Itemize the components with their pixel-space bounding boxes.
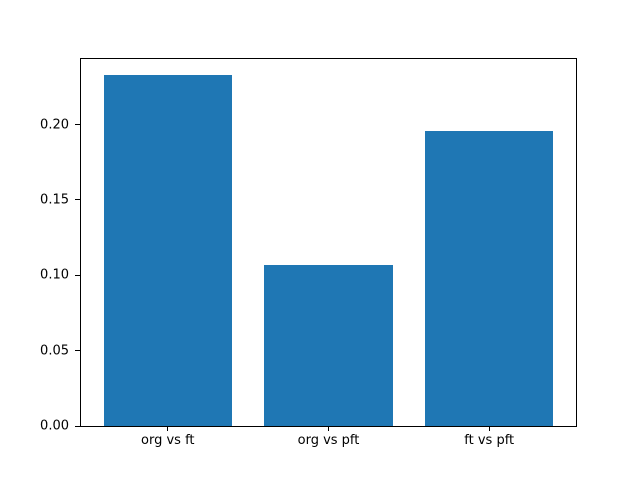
bar-ft-vs-pft <box>424 130 554 426</box>
y-axis-tick <box>75 124 80 126</box>
plot-area: org vs ft org vs pft ft vs pft 0.00 0.05 0.10… <box>40 58 577 447</box>
y-tick-label: 0.20 <box>40 117 69 133</box>
y-tick-label: 0.00 <box>40 418 69 434</box>
y-axis-tick <box>75 350 80 352</box>
y-axis-tick <box>75 425 80 427</box>
x-axis-tick <box>488 426 490 431</box>
y-axis-tick <box>75 274 80 276</box>
y-tick-label: 0.15 <box>40 192 69 208</box>
x-axis-tick <box>167 426 169 431</box>
x-tick-label: ft vs pft <box>464 433 515 448</box>
y-axis-tick <box>75 199 80 201</box>
bar-org-vs-ft <box>103 74 233 426</box>
x-axis-tick <box>328 426 329 431</box>
x-tick-label: org vs ft <box>141 433 195 448</box>
y-tick-label: 0.10 <box>40 267 69 283</box>
y-tick-label: 0.05 <box>40 343 69 359</box>
x-tick-label: org vs pft <box>297 433 360 448</box>
bar-org-vs-pft <box>264 264 393 426</box>
